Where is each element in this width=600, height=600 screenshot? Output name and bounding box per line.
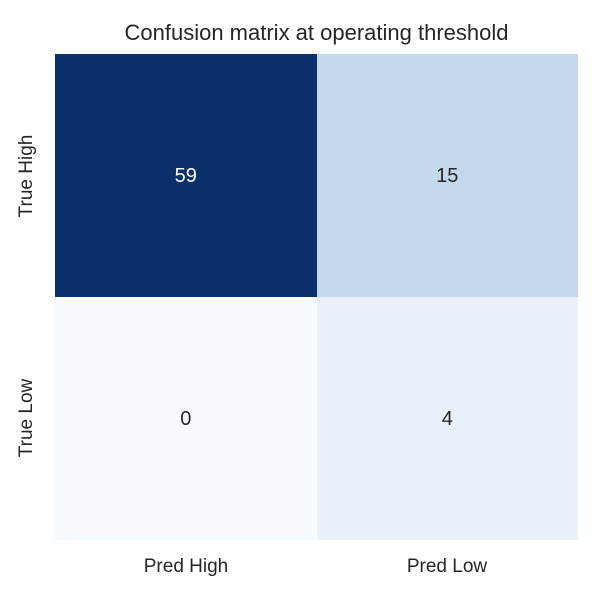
x-tick-label-pred-low: Pred Low xyxy=(406,556,488,577)
heatmap-grid: 59 15 0 4 xyxy=(55,54,578,540)
chart-title: Confusion matrix at operating threshold xyxy=(124,20,509,45)
cell-value: 0 xyxy=(180,407,192,430)
cell-value: 4 xyxy=(441,407,453,430)
heatmap-cell-true-low-pred-low: 4 xyxy=(316,297,578,540)
cell-value: 15 xyxy=(436,164,459,187)
cell-value: 59 xyxy=(174,164,197,187)
heatmap-cell-true-low-pred-high: 0 xyxy=(55,297,317,540)
heatmap-cell-true-high-pred-high: 59 xyxy=(55,54,317,297)
x-tick-label-pred-high: Pred High xyxy=(143,556,229,577)
y-tick-label-true-low: True Low xyxy=(16,378,37,458)
heatmap-cell-true-high-pred-low: 15 xyxy=(316,54,578,297)
y-tick-label-true-high: True High xyxy=(16,134,37,218)
